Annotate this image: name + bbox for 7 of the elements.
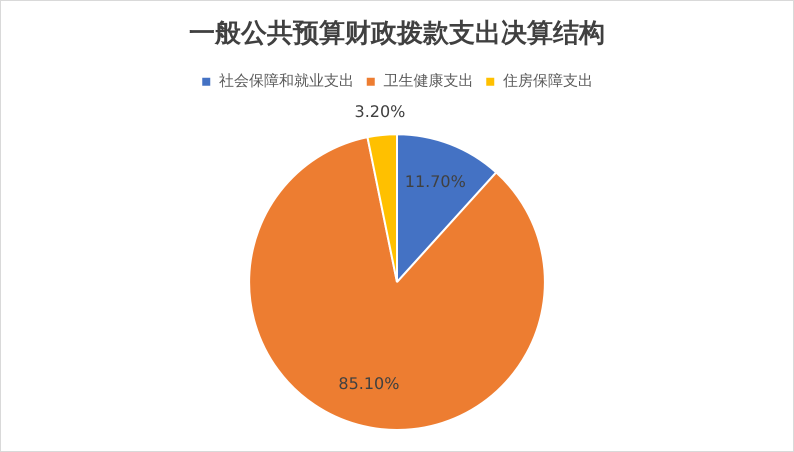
- data-label: 3.20%: [354, 102, 406, 122]
- data-label: 11.70%: [404, 172, 466, 191]
- chart-title: 一般公共预算财政拨款支出决算结构: [189, 18, 605, 48]
- data-label: 85.10%: [338, 374, 400, 393]
- legend-label: 住房保障支出: [502, 72, 593, 90]
- legend-label: 社会保障和就业支出: [218, 72, 354, 90]
- legend-label: 卫生健康支出: [383, 72, 474, 90]
